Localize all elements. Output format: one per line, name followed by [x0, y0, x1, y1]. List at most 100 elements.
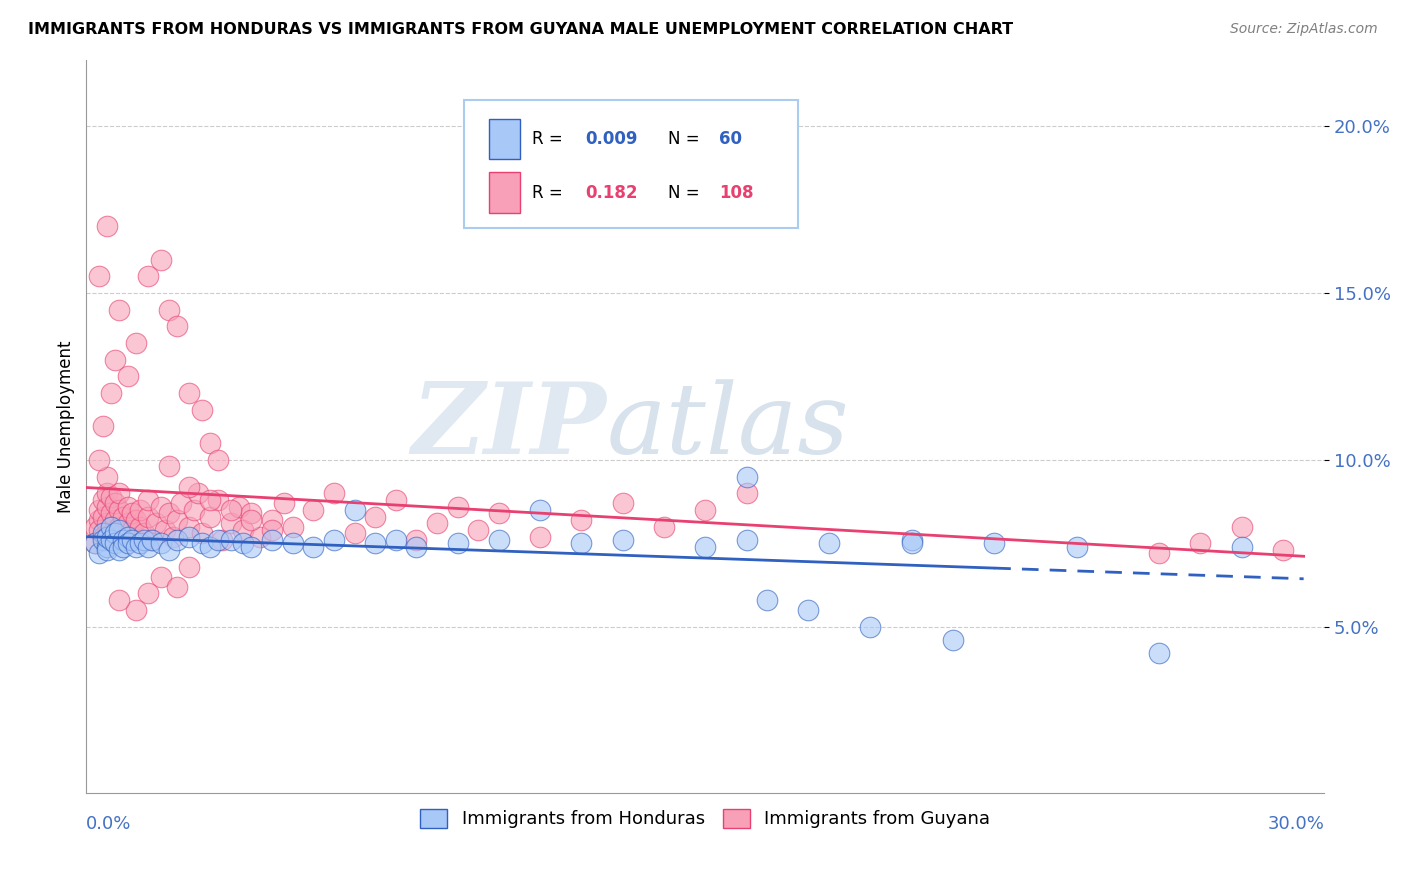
Point: [145, 516, 167, 531]
Point: [612, 496, 634, 510]
Point: [735, 533, 758, 547]
Point: [405, 540, 427, 554]
Point: [100, 490, 122, 504]
Point: [612, 533, 634, 547]
Point: [1272, 542, 1295, 557]
Point: [232, 536, 254, 550]
Point: [121, 533, 143, 547]
Point: [125, 540, 148, 554]
Point: [149, 569, 172, 583]
Point: [207, 492, 229, 507]
Point: [91, 529, 114, 543]
Point: [187, 486, 209, 500]
Point: [942, 632, 965, 647]
Point: [281, 536, 304, 550]
Point: [249, 529, 271, 543]
Point: [129, 503, 152, 517]
Point: [488, 533, 510, 547]
Point: [108, 519, 131, 533]
Point: [166, 513, 188, 527]
Point: [191, 402, 214, 417]
Point: [191, 536, 214, 550]
Point: [125, 529, 148, 543]
Point: [183, 503, 205, 517]
Point: [83, 519, 105, 533]
Point: [302, 503, 325, 517]
Point: [467, 523, 489, 537]
Point: [132, 526, 155, 541]
Point: [108, 486, 131, 500]
Point: [384, 533, 406, 547]
Point: [219, 516, 242, 531]
Point: [104, 496, 127, 510]
Text: R =: R =: [531, 184, 568, 202]
Point: [735, 486, 758, 500]
Point: [117, 536, 139, 550]
Point: [166, 533, 188, 547]
Point: [112, 509, 135, 524]
Point: [96, 533, 118, 547]
Text: N =: N =: [668, 130, 704, 148]
Point: [162, 529, 184, 543]
Point: [228, 500, 250, 514]
Point: [91, 533, 114, 547]
Point: [695, 503, 717, 517]
Point: [166, 319, 188, 334]
Text: atlas: atlas: [606, 379, 849, 475]
Point: [100, 506, 122, 520]
Point: [136, 586, 159, 600]
Point: [100, 386, 122, 401]
Point: [170, 496, 193, 510]
Text: N =: N =: [668, 184, 704, 202]
Bar: [489, 119, 520, 160]
Point: [149, 500, 172, 514]
Point: [96, 542, 118, 557]
Point: [260, 533, 283, 547]
Point: [198, 436, 221, 450]
Point: [447, 536, 470, 550]
Point: [1230, 540, 1253, 554]
Point: [112, 540, 135, 554]
Point: [121, 506, 143, 520]
Point: [117, 369, 139, 384]
Point: [207, 533, 229, 547]
Point: [198, 509, 221, 524]
Point: [219, 503, 242, 517]
Point: [91, 419, 114, 434]
Text: 0.009: 0.009: [585, 130, 638, 148]
Point: [117, 516, 139, 531]
Point: [179, 479, 201, 493]
Point: [104, 529, 127, 543]
Point: [207, 453, 229, 467]
Point: [100, 533, 122, 547]
Point: [219, 533, 242, 547]
Text: ZIP: ZIP: [411, 378, 606, 475]
Point: [983, 536, 1005, 550]
Point: [96, 500, 118, 514]
Point: [96, 469, 118, 483]
Point: [129, 536, 152, 550]
Point: [108, 593, 131, 607]
Text: 108: 108: [718, 184, 754, 202]
Point: [1147, 546, 1170, 560]
Point: [426, 516, 449, 531]
Point: [108, 523, 131, 537]
Point: [529, 529, 551, 543]
Point: [125, 336, 148, 351]
Point: [117, 533, 139, 547]
Legend: Immigrants from Honduras, Immigrants from Guyana: Immigrants from Honduras, Immigrants fro…: [413, 802, 998, 836]
Point: [900, 533, 922, 547]
Point: [87, 546, 110, 560]
Point: [108, 302, 131, 317]
Point: [96, 486, 118, 500]
Point: [797, 603, 820, 617]
Point: [211, 533, 233, 547]
Point: [281, 519, 304, 533]
Point: [166, 580, 188, 594]
Point: [735, 469, 758, 483]
Point: [91, 509, 114, 524]
Point: [302, 540, 325, 554]
Point: [100, 519, 122, 533]
Point: [1066, 540, 1088, 554]
Bar: [489, 172, 520, 213]
